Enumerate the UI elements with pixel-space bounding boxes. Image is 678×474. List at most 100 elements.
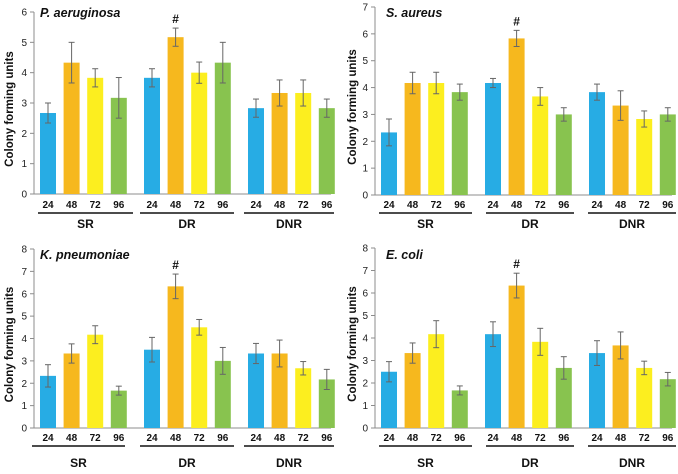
y-tick-label: 0 <box>21 190 27 201</box>
bar <box>532 341 549 428</box>
x-tick-label: 96 <box>113 433 125 444</box>
panel-3: 0 1 2 3 4 5 6 7 8 Colony forming units K. pneumoni… <box>4 245 335 470</box>
group-label: SR <box>77 217 94 231</box>
y-tick-label: 4 <box>362 334 368 345</box>
group-label: DNR <box>276 456 302 470</box>
bar <box>555 367 572 428</box>
y-tick-label: 2 <box>21 129 27 140</box>
y-tick-label: 6 <box>21 8 27 19</box>
group-label: DR <box>178 456 196 470</box>
y-tick-label: 0 <box>362 191 368 202</box>
y-tick-label: 1 <box>362 164 368 175</box>
bar <box>214 360 231 428</box>
x-tick-label: 24 <box>383 433 395 444</box>
y-tick-label: 8 <box>362 244 368 255</box>
bar <box>589 353 605 428</box>
bar <box>318 379 335 428</box>
y-tick-label: 0 <box>362 424 368 435</box>
bar <box>428 334 445 428</box>
panel-4: 0 1 2 3 4 5 6 7 8 Colony forming units E. coli 24 48… <box>347 244 676 470</box>
bar <box>659 379 676 428</box>
bar <box>87 77 104 194</box>
x-tick-label: 72 <box>90 200 102 211</box>
y-tick-label: 2 <box>362 137 368 148</box>
significance-mark: # <box>172 12 179 26</box>
bar <box>40 375 56 428</box>
bar <box>404 83 421 195</box>
bar <box>636 367 653 428</box>
panel-1: 0 1 2 3 4 5 6 Colony forming units P. aeruginosa… <box>4 6 335 231</box>
y-tick-label: 1 <box>21 159 27 170</box>
bar <box>612 345 629 428</box>
group-label: DR <box>521 217 539 231</box>
x-tick-label: 24 <box>146 433 158 444</box>
bar <box>110 97 127 194</box>
x-tick-label: 96 <box>662 200 674 211</box>
bar <box>612 105 629 195</box>
x-tick-label: 48 <box>407 433 419 444</box>
y-tick-label: 5 <box>21 38 27 49</box>
bar <box>636 118 653 195</box>
x-tick-label: 48 <box>274 433 286 444</box>
bar <box>191 327 208 428</box>
y-tick-label: 3 <box>21 356 27 367</box>
bar <box>63 353 80 428</box>
x-tick-label: 96 <box>217 433 229 444</box>
y-tick-label: 2 <box>362 379 368 390</box>
x-tick-label: 72 <box>639 433 651 444</box>
x-tick-label: 48 <box>511 200 523 211</box>
bar <box>144 77 160 194</box>
y-tick-label: 6 <box>362 29 368 40</box>
y-tick-label: 6 <box>362 289 368 300</box>
bar <box>451 390 468 428</box>
group-label: SR <box>417 456 434 470</box>
panel-2: 0 1 2 3 4 5 6 7 Colony forming units S. aureus 24 4… <box>347 3 676 231</box>
y-tick-label: 1 <box>21 401 27 412</box>
panel-title: K. pneumoniae <box>40 248 130 262</box>
y-tick-label: 4 <box>21 68 27 79</box>
x-tick-label: 24 <box>487 433 499 444</box>
y-tick-label: 7 <box>362 266 368 277</box>
group-label: DR <box>178 217 196 231</box>
x-tick-label: 96 <box>454 200 466 211</box>
panel-title: E. coli <box>386 248 423 262</box>
bar <box>271 92 288 194</box>
x-tick-label: 72 <box>298 200 310 211</box>
y-tick-label: 6 <box>21 289 27 300</box>
x-tick-label: 72 <box>431 200 443 211</box>
x-tick-label: 48 <box>66 200 78 211</box>
bar <box>451 92 468 195</box>
x-tick-label: 72 <box>639 200 651 211</box>
y-tick-label: 3 <box>21 99 27 110</box>
bar <box>295 92 312 194</box>
group-label: DNR <box>276 217 302 231</box>
y-axis-label: Colony forming units <box>4 287 16 403</box>
x-tick-label: 48 <box>170 200 182 211</box>
x-tick-label: 48 <box>511 433 523 444</box>
group-label: DNR <box>619 217 645 231</box>
bar <box>167 286 184 428</box>
bar <box>508 285 525 428</box>
y-tick-label: 7 <box>362 3 368 14</box>
bar <box>485 83 501 195</box>
bar <box>214 62 231 195</box>
bar <box>248 108 264 194</box>
bar <box>271 353 288 428</box>
x-tick-label: 96 <box>113 200 125 211</box>
x-tick-label: 48 <box>66 433 78 444</box>
bar <box>295 368 312 428</box>
x-tick-label: 96 <box>558 200 570 211</box>
x-tick-label: 72 <box>90 433 102 444</box>
x-tick-label: 24 <box>42 433 54 444</box>
x-tick-label: 96 <box>662 433 674 444</box>
x-tick-label: 24 <box>383 200 395 211</box>
bar <box>381 132 397 195</box>
x-tick-label: 72 <box>194 200 206 211</box>
y-tick-label: 8 <box>21 245 27 256</box>
bar <box>63 62 80 195</box>
group-label: DNR <box>619 456 645 470</box>
y-tick-label: 4 <box>362 83 368 94</box>
x-tick-label: 24 <box>42 200 54 211</box>
x-tick-label: 24 <box>591 200 603 211</box>
y-tick-label: 1 <box>362 401 368 412</box>
